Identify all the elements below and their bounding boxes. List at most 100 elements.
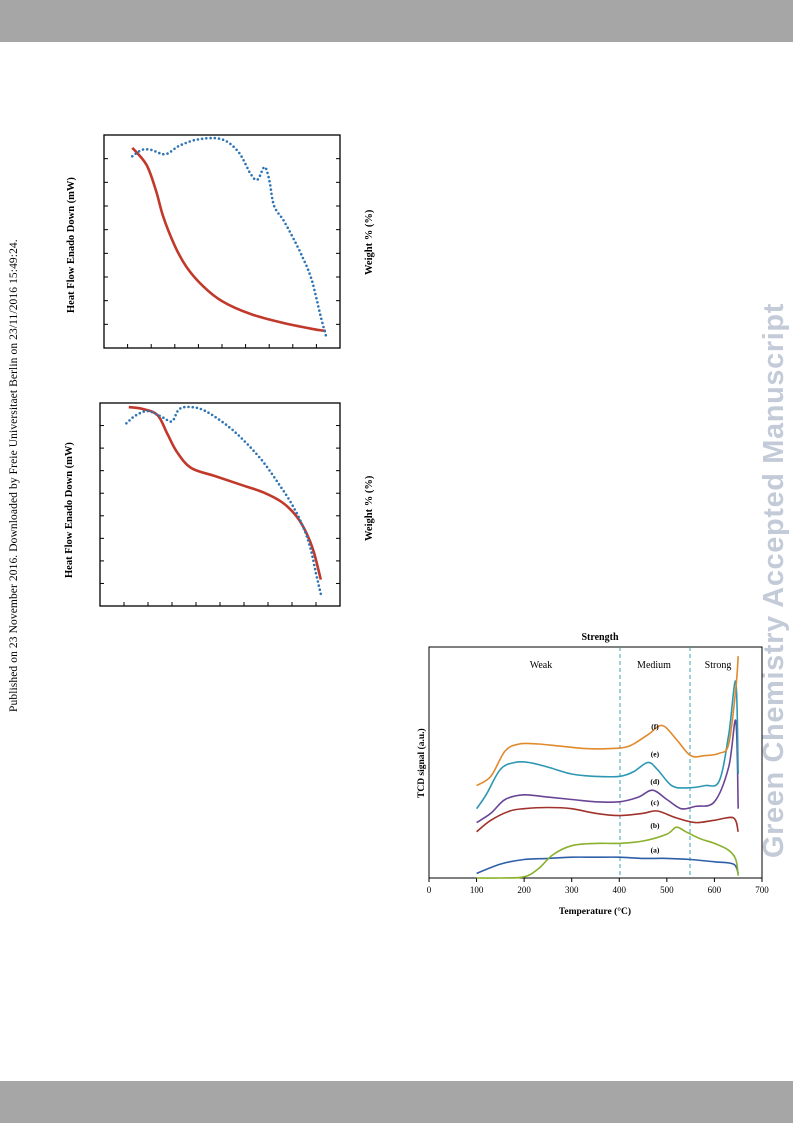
- weight-dot: [199, 407, 203, 411]
- tga-bottom-chart: [99, 402, 341, 607]
- weight-dot: [277, 212, 280, 215]
- weight-dot: [269, 188, 273, 191]
- weight-dot: [192, 138, 196, 142]
- weight-dot: [324, 333, 328, 337]
- weight-dot: [145, 148, 149, 151]
- weight-dot: [316, 301, 319, 304]
- weight-dot: [141, 148, 145, 151]
- weight-dot: [260, 170, 263, 174]
- tpd-series-labels: (a) (b) (c) (d) (e) (f): [650, 722, 660, 855]
- x-tick-label: 300: [565, 885, 579, 895]
- weight-dot: [213, 136, 217, 140]
- weight-dot: [320, 317, 323, 321]
- weight-dot: [240, 155, 243, 158]
- tpd-series-line: [476, 806, 739, 833]
- tpd-series-line: [476, 719, 739, 824]
- weight-dot: [252, 177, 256, 180]
- tpd-series-line: [476, 826, 739, 879]
- weight-dot: [221, 138, 225, 141]
- weight-dot: [313, 567, 317, 571]
- weight-dot: [270, 196, 274, 200]
- tpd-series-label: (d): [650, 777, 660, 786]
- tga-top-ticks: [104, 158, 340, 348]
- weight-dot: [291, 504, 295, 508]
- weight-dot: [179, 407, 182, 410]
- weight-dot: [169, 420, 173, 423]
- weight-dot: [228, 425, 231, 429]
- weight-dot: [299, 519, 302, 522]
- weight-dot: [158, 414, 161, 418]
- weight-dot: [174, 413, 177, 417]
- weight-dot: [295, 511, 299, 515]
- x-tick-label: 100: [470, 885, 484, 895]
- tpd-y-axis-label: TCD signal (a.u.): [416, 728, 427, 798]
- weight-dot: [311, 555, 314, 558]
- weight-dot: [264, 167, 268, 171]
- weight-dot: [250, 174, 253, 177]
- weight-dot: [317, 584, 321, 587]
- weight-dot: [313, 288, 316, 292]
- weight-dot: [205, 137, 208, 140]
- weight-dot: [300, 523, 304, 526]
- weight-dot: [282, 490, 286, 493]
- region-weak-label: Weak: [530, 660, 553, 671]
- weight-dot: [296, 245, 299, 248]
- weight-dot: [232, 145, 235, 148]
- tga-bottom-ticks: [100, 425, 340, 606]
- weight-dot: [235, 148, 238, 152]
- weight-dot: [312, 284, 315, 288]
- weight-dot: [217, 418, 221, 421]
- weight-dot: [266, 171, 269, 175]
- tpd-series-label: (e): [651, 750, 660, 759]
- top-gray-band: [0, 0, 793, 42]
- weight-dot: [310, 551, 313, 554]
- x-tick-label: 400: [613, 885, 627, 895]
- weight-dot: [271, 200, 275, 204]
- weight-dot: [187, 405, 190, 409]
- tpd-series-line: [476, 656, 739, 787]
- weight-dot: [196, 138, 200, 141]
- tpd-x-ticks: 0 100 200 300 400 500 600 700: [427, 878, 769, 895]
- weight-dot: [314, 571, 318, 575]
- weight-dot: [297, 515, 300, 519]
- weight-dot: [221, 420, 224, 424]
- tga-bottom-heat-flow-line: [128, 405, 323, 580]
- weight-dot: [131, 155, 134, 158]
- weight-dot: [319, 592, 323, 596]
- weight-dot: [224, 423, 228, 426]
- weight-dot: [244, 162, 247, 166]
- weight-dot: [150, 410, 154, 414]
- weight-dot: [142, 410, 145, 413]
- weight-dot: [137, 150, 141, 153]
- weight-dot: [258, 174, 262, 177]
- weight-dot: [308, 543, 311, 546]
- tga-top-weight-line: [131, 136, 328, 337]
- weight-dot: [306, 539, 310, 542]
- weight-dot: [265, 465, 269, 469]
- weight-dot: [191, 405, 194, 409]
- weight-dot: [287, 497, 290, 500]
- weight-dot: [268, 469, 271, 472]
- weight-dot: [172, 417, 176, 421]
- tga-bottom-weight-line: [125, 405, 323, 596]
- weight-dot: [314, 292, 317, 296]
- weight-dot: [273, 476, 276, 479]
- weight-dot: [128, 419, 131, 422]
- weight-dot: [183, 405, 186, 409]
- weight-dot: [217, 137, 221, 140]
- x-tick-label: 600: [708, 885, 722, 895]
- bottom-gray-band: [0, 1081, 793, 1123]
- weight-dot: [158, 151, 161, 155]
- weight-dot: [279, 215, 283, 219]
- weight-dot: [317, 305, 320, 308]
- weight-dot: [154, 150, 157, 153]
- tpd-x-axis-label: Temperature (°C): [559, 906, 631, 917]
- weight-dot: [184, 141, 187, 145]
- weight-dot: [162, 416, 165, 420]
- weight-dot: [309, 547, 312, 550]
- tga-top-frame: [103, 134, 341, 349]
- weight-dot: [275, 479, 279, 483]
- tga-bottom-frame: [99, 402, 341, 607]
- tpd-series-line: [475, 680, 739, 810]
- weight-dot: [207, 411, 210, 415]
